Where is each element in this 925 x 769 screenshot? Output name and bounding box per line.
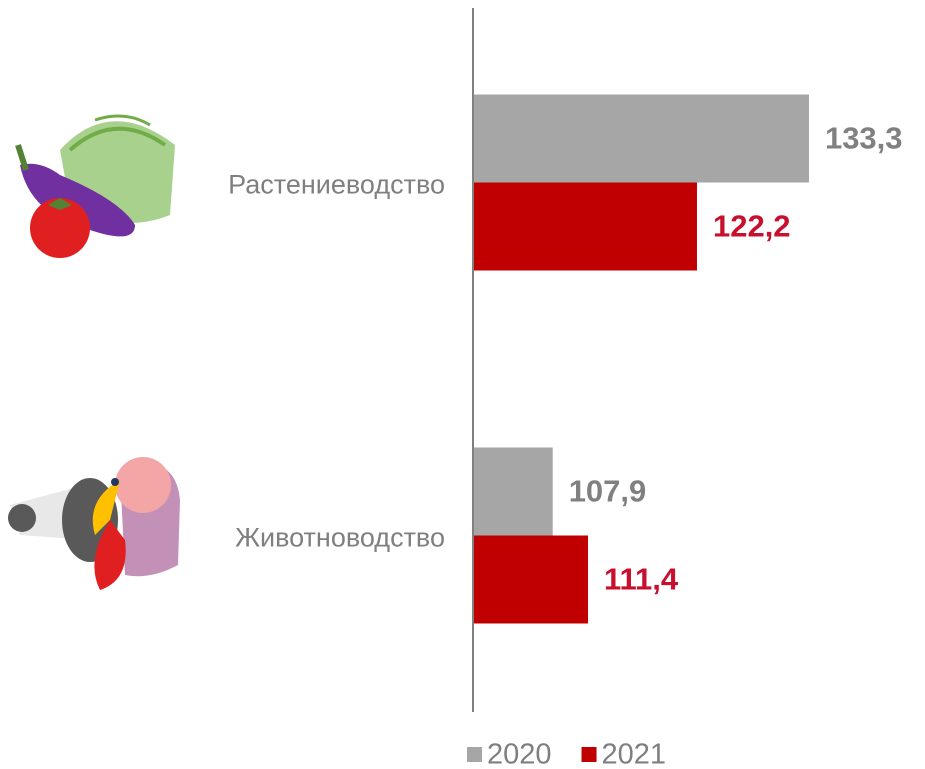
value-label: 133,3	[825, 121, 903, 156]
bar	[473, 447, 553, 536]
value-label: 122,2	[713, 209, 791, 244]
category-label: Животноводство	[235, 523, 445, 553]
legend-label: 2020	[487, 739, 552, 769]
legend-swatch	[467, 747, 482, 762]
livestock-icon	[8, 457, 180, 590]
vegetables-icon	[15, 114, 175, 258]
value-label: 107,9	[569, 474, 647, 509]
bar	[473, 535, 589, 624]
bar	[473, 182, 697, 271]
bar	[473, 94, 809, 183]
legend-swatch	[581, 747, 597, 762]
value-label: 111,4	[604, 562, 679, 597]
category-label: Растениеводство	[228, 170, 445, 200]
legend-label: 2021	[602, 739, 667, 769]
